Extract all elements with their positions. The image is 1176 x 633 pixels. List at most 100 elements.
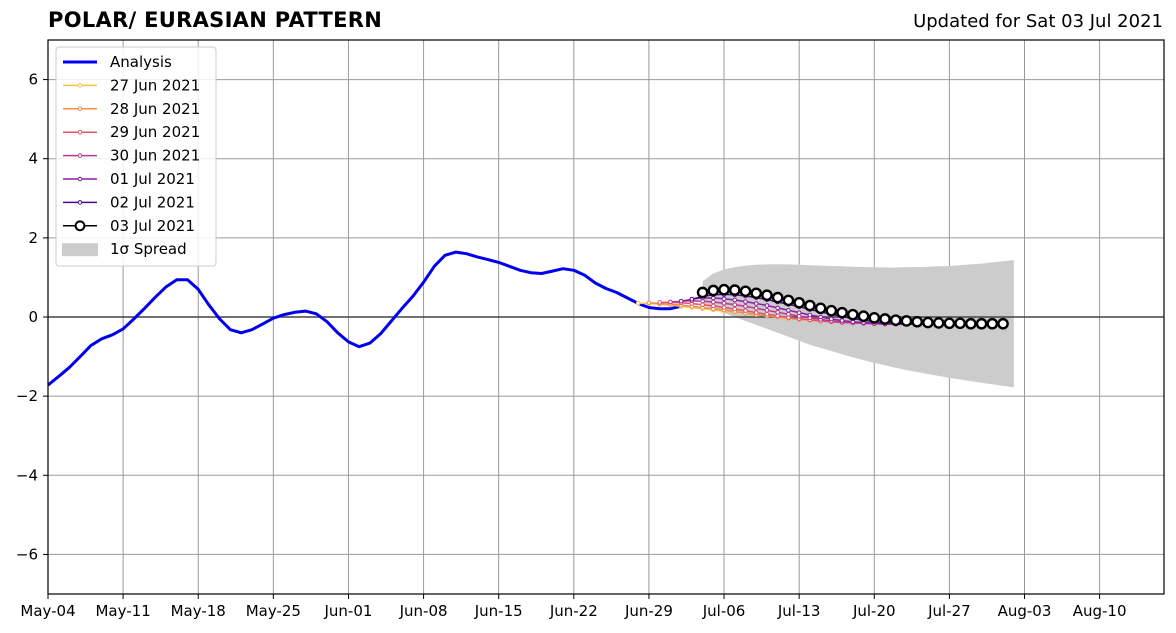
legend-marker [77, 83, 83, 88]
legend-marker [74, 220, 86, 232]
legend-entry: 01 Jul 2021 [63, 170, 195, 188]
y-tick-label: −4 [16, 466, 38, 484]
forecast-point [997, 317, 1009, 330]
legend-entry: 29 Jun 2021 [63, 123, 200, 141]
legend-marker [77, 106, 83, 112]
forecast-point [743, 304, 748, 309]
forecast-point [761, 289, 773, 302]
forecast-point [732, 297, 738, 303]
legend-label: Analysis [110, 53, 172, 71]
forecast-point [818, 314, 823, 320]
forecast-point [771, 291, 784, 304]
forecast-point [943, 317, 956, 330]
x-tick-label: Jun-22 [549, 602, 598, 620]
x-tick-label: Aug-10 [1073, 602, 1127, 620]
forecast-point [922, 316, 934, 329]
forecast-point [764, 311, 770, 317]
forecast-point [764, 303, 770, 308]
forecast-point [775, 309, 780, 315]
y-tick-label: 4 [28, 150, 38, 168]
forecast-point [732, 302, 738, 308]
forecast-point [986, 317, 999, 330]
legend: Analysis 27 Jun 2021 28 Jun 2021 29 Jun 202… [55, 46, 217, 267]
x-tick-label: Jul-27 [927, 602, 971, 620]
x-tick-label: May-25 [246, 602, 301, 620]
forecast-point [804, 299, 816, 312]
forecast-point [635, 300, 641, 306]
forecast-point [668, 299, 673, 305]
forecast-point [711, 303, 716, 309]
chart-title: POLAR/ EURASIAN PATTERN [48, 8, 383, 32]
forecast-point [700, 302, 705, 308]
legend-label: 02 Jul 2021 [110, 193, 195, 211]
forecast-point [721, 296, 727, 302]
x-tick-label: May-18 [171, 602, 226, 620]
x-tick-label: Jul-13 [777, 602, 821, 620]
forecast-point [764, 307, 770, 313]
forecast-point [975, 317, 988, 330]
chart-subtitle: Updated for Sat 03 Jul 2021 [913, 11, 1163, 32]
legend-entry: 27 Jun 2021 [63, 76, 200, 94]
legend-marker [77, 153, 83, 158]
legend-label: 30 Jun 2021 [110, 147, 200, 165]
legend-entry: 28 Jun 2021 [63, 100, 200, 118]
forecast-point [839, 318, 845, 323]
forecast-point [796, 310, 802, 315]
x-tick-label: Jun-29 [624, 602, 673, 620]
forecast-point [847, 308, 859, 321]
x-tick-label: May-11 [95, 602, 150, 620]
forecast-point [707, 284, 720, 297]
forecast-point [753, 310, 759, 315]
forecast-point [814, 302, 827, 315]
forecast-point [786, 307, 791, 313]
forecast-point [775, 305, 780, 311]
forecast-point [753, 301, 759, 306]
forecast-point [711, 299, 716, 305]
forecast-point [807, 312, 813, 318]
y-tick-label: 2 [28, 229, 38, 247]
forecast-series [696, 283, 1009, 330]
legend-marker [77, 176, 83, 182]
x-tick-label: Jul-06 [702, 602, 746, 620]
legend-box [55, 46, 217, 267]
forecast-point [796, 313, 802, 319]
forecast-point [965, 317, 977, 330]
forecast-point [954, 317, 966, 330]
y-tick-label: 0 [28, 308, 38, 326]
forecast-point [689, 296, 695, 302]
legend-label: 27 Jun 2021 [110, 76, 200, 94]
legend-label: 03 Jul 2021 [110, 217, 195, 235]
legend-marker [77, 129, 83, 135]
y-tick-label: −2 [16, 387, 38, 405]
legend-label: 29 Jun 2021 [110, 123, 200, 141]
forecast-point [721, 300, 727, 306]
forecast-point [721, 305, 727, 310]
legend-entry: 30 Jun 2021 [63, 147, 200, 165]
forecast-point [857, 310, 870, 323]
forecast-point [743, 308, 748, 313]
legend-entry: Analysis [63, 53, 172, 71]
forecast-point [911, 315, 923, 328]
y-tick-label: 6 [28, 71, 38, 89]
legend-entry: 1σ Spread [62, 240, 187, 258]
x-tick-label: Aug-03 [998, 602, 1052, 620]
legend-entry: 02 Jul 2021 [63, 193, 195, 211]
forecast-point [732, 306, 738, 312]
forecast-point [753, 305, 759, 311]
legend-swatch [62, 243, 98, 257]
forecast-point [889, 314, 902, 326]
forecast-point [786, 311, 791, 317]
x-tick-label: Jun-08 [399, 602, 448, 620]
forecast-point [868, 311, 881, 324]
forecast-point [793, 296, 805, 309]
forecast-point [836, 306, 848, 319]
legend-entry: 03 Jul 2021 [63, 217, 195, 235]
forecast-point [657, 300, 662, 305]
forecast-point [739, 285, 752, 298]
legend-marker [77, 200, 83, 205]
forecast-point [900, 315, 913, 327]
forecast-point [879, 313, 891, 325]
analysis-line [47, 250, 682, 387]
forecast-point [696, 286, 709, 299]
